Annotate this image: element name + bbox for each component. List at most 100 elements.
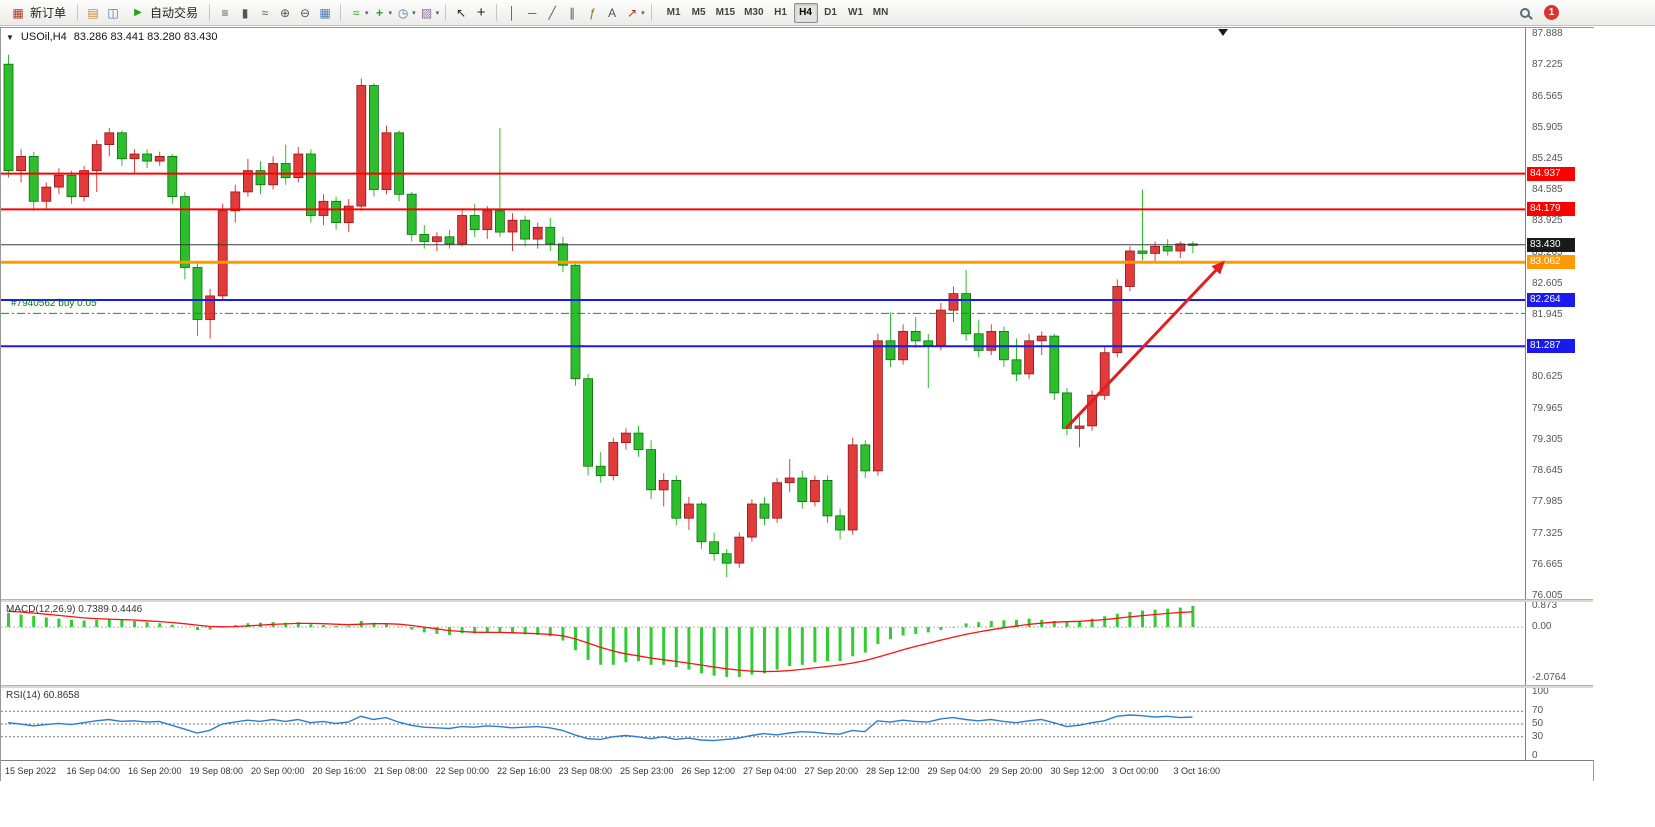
rsi-chart[interactable] xyxy=(1,688,1525,760)
price-axis-label: 87.225 xyxy=(1532,59,1563,71)
price-axis-label: 83.265 xyxy=(1532,246,1563,258)
bar-chart-icon[interactable]: ≡ xyxy=(221,5,229,20)
timeframe-button-h1[interactable]: H1 xyxy=(774,7,787,18)
line-chart-icon[interactable]: ≈ xyxy=(261,5,269,20)
toolbar-separator xyxy=(445,4,447,21)
toolbar-separator xyxy=(77,4,79,21)
time-axis-label: 29 Sep 04:00 xyxy=(927,766,982,776)
price-axis-label: 79.965 xyxy=(1532,402,1563,414)
time-axis-label: 27 Sep 20:00 xyxy=(804,766,859,776)
price-axis-label: 76.005 xyxy=(1532,590,1563,601)
rsi-panel[interactable]: RSI(14) 60.8658 xyxy=(1,688,1525,760)
main-toolbar: ▦ 新订单 ▤ ◫ ▶ 自动交易 ≡ ▮ ≈ ⊕ ⊖ ▦ ≈ ▾ + ▾ ◷ ▾ ▨ ▾… xyxy=(0,0,1655,26)
price-axis-label: 83.925 xyxy=(1532,215,1563,227)
price-tag: 84.179 xyxy=(1527,202,1575,217)
crosshair-icon[interactable]: + xyxy=(476,4,486,21)
toolbar-separator xyxy=(340,4,342,21)
ohlc-values: 83.286 83.441 83.280 83.430 xyxy=(73,31,218,43)
timeframe-button-w1[interactable]: W1 xyxy=(848,7,864,18)
macd-panel[interactable]: MACD(12,26,9) 0.7389 0.4446 xyxy=(1,602,1525,685)
chevron-down-icon[interactable]: ▾ xyxy=(412,9,416,17)
zoom-in-icon[interactable]: ⊕ xyxy=(280,5,291,20)
timeframe-toolbar: M1 M5 M15 M30 H1 H4 D1 W1 MN xyxy=(662,2,893,23)
timeframe-button-m1[interactable]: M1 xyxy=(666,7,681,18)
macd-label: MACD(12,26,9) 0.7389 0.4446 xyxy=(6,604,143,615)
chart-title: ▼ USOil,H4 83.286 83.441 83.280 83.430 xyxy=(6,31,218,43)
price-axis-label: 82.605 xyxy=(1532,277,1563,289)
channel-icon[interactable]: ∥ xyxy=(569,5,576,20)
price-axis-label: 77.985 xyxy=(1532,496,1563,508)
zoom-out-icon[interactable]: ⊖ xyxy=(300,5,311,20)
time-axis-label: 19 Sep 08:00 xyxy=(189,766,244,776)
hline-icon[interactable]: ─ xyxy=(527,5,537,20)
price-axis[interactable]: 87.888 87.225 86.565 85.905 85.245 84.585 83.9… xyxy=(1525,28,1594,761)
toolbar-right-group: 1 xyxy=(1520,5,1559,20)
time-axis-label: 25 Sep 23:00 xyxy=(620,766,674,776)
rsi-label: RSI(14) 60.8658 xyxy=(6,690,80,701)
period-icon[interactable]: ◷ xyxy=(397,5,409,20)
price-axis-label: 80.625 xyxy=(1532,371,1563,383)
timeframe-button-h4[interactable]: H4 xyxy=(793,2,818,23)
time-axis[interactable]: 15 Sep 2022 16 Sep 04:00 16 Sep 20:00 19 Se… xyxy=(1,760,1593,781)
rsi-axis-label: 100 xyxy=(1532,686,1549,697)
panel-separator[interactable] xyxy=(1,599,1593,602)
new-order-button[interactable]: ▦ 新订单 xyxy=(4,2,71,24)
trendline-icon[interactable]: ╱ xyxy=(548,5,556,20)
chevron-down-icon[interactable]: ▼ xyxy=(6,32,14,42)
price-axis-label: 86.565 xyxy=(1532,90,1563,102)
timeframe-button-mn[interactable]: MN xyxy=(872,7,889,18)
rsi-axis-label: 0 xyxy=(1532,750,1538,761)
time-axis-label: 22 Sep 00:00 xyxy=(435,766,490,776)
indicators-icon[interactable]: ≈ xyxy=(352,5,360,20)
chart-window: ▼ USOil,H4 83.286 83.441 83.280 83.430 #… xyxy=(0,27,1594,781)
price-tag: 82.264 xyxy=(1527,292,1575,307)
main-chart-panel[interactable]: ▼ USOil,H4 83.286 83.441 83.280 83.430 #… xyxy=(1,28,1525,599)
rsi-axis-label: 50 xyxy=(1532,718,1544,729)
macd-axis-label: 0.873 xyxy=(1532,599,1558,611)
chevron-down-icon[interactable]: ▾ xyxy=(435,9,440,17)
time-axis-label: 15 Sep 2022 xyxy=(5,766,57,776)
toolbar-separator xyxy=(209,4,211,21)
candlestick-chart[interactable] xyxy=(1,28,1525,599)
rsi-axis-label: 30 xyxy=(1532,730,1544,742)
price-axis-label: 85.905 xyxy=(1532,121,1563,133)
price-axis-label: 77.325 xyxy=(1532,527,1563,539)
cursor-icon[interactable]: ↖ xyxy=(456,5,467,20)
text-icon[interactable]: A xyxy=(608,5,617,20)
market-watch-icon[interactable]: ◫ xyxy=(107,5,119,20)
timeframe-button-m15[interactable]: M15 xyxy=(715,7,736,18)
time-axis-label: 30 Sep 12:00 xyxy=(1050,766,1105,776)
profiles-icon[interactable]: ▤ xyxy=(87,5,99,20)
shift-marker-icon[interactable] xyxy=(1218,29,1228,36)
chevron-down-icon[interactable]: ▾ xyxy=(641,9,645,17)
macd-axis-label: 0.00 xyxy=(1532,621,1552,633)
chevron-down-icon[interactable]: ▾ xyxy=(365,9,369,17)
time-axis-label: 23 Sep 08:00 xyxy=(558,766,613,776)
notification-badge[interactable]: 1 xyxy=(1544,5,1559,20)
panel-separator[interactable] xyxy=(1,685,1593,688)
autotrading-button[interactable]: ▶ 自动交易 xyxy=(124,2,203,24)
vline-icon[interactable]: │ xyxy=(508,5,516,20)
time-axis-label: 28 Sep 12:00 xyxy=(866,766,920,776)
time-axis-label: 29 Sep 20:00 xyxy=(989,766,1043,776)
price-tag: 83.062 xyxy=(1527,255,1575,270)
fibonacci-icon[interactable]: ƒ xyxy=(588,5,596,20)
arrow-tool-icon[interactable]: ↗ xyxy=(627,5,638,20)
candlestick-icon[interactable]: ▮ xyxy=(241,5,249,20)
timeframe-button-d1[interactable]: D1 xyxy=(824,7,837,18)
price-tag: 83.430 xyxy=(1527,237,1575,252)
macd-axis-label: -2.0764 xyxy=(1532,671,1566,683)
new-indicator-icon[interactable]: + xyxy=(376,5,384,20)
price-axis-label: 78.645 xyxy=(1532,465,1563,477)
price-axis-label: 87.888 xyxy=(1532,28,1563,39)
time-axis-label: 16 Sep 20:00 xyxy=(128,766,182,776)
timeframe-button-m5[interactable]: M5 xyxy=(691,7,706,18)
timeframe-button-m30[interactable]: M30 xyxy=(744,7,764,18)
search-icon[interactable] xyxy=(1520,7,1530,18)
chevron-down-icon[interactable]: ▾ xyxy=(388,9,393,17)
time-axis-label: 26 Sep 12:00 xyxy=(681,766,736,776)
autotrading-play-icon: ▶ xyxy=(134,7,142,18)
macd-chart[interactable] xyxy=(1,602,1525,685)
template-icon[interactable]: ▨ xyxy=(420,5,433,20)
tile-windows-icon[interactable]: ▦ xyxy=(319,5,331,20)
